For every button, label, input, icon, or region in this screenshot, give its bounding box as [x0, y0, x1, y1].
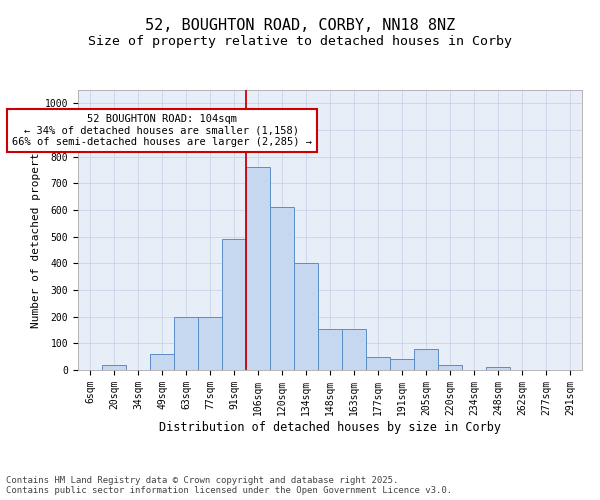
Bar — [318, 328, 342, 370]
Bar — [198, 316, 222, 370]
Bar — [294, 264, 318, 370]
Bar — [270, 208, 294, 370]
Bar — [102, 364, 126, 370]
Bar — [342, 328, 366, 370]
Bar — [222, 240, 246, 370]
Bar — [246, 168, 270, 370]
Text: 52 BOUGHTON ROAD: 104sqm
← 34% of detached houses are smaller (1,158)
66% of sem: 52 BOUGHTON ROAD: 104sqm ← 34% of detach… — [12, 114, 312, 147]
Bar — [486, 368, 510, 370]
Bar — [438, 364, 462, 370]
Bar — [414, 348, 438, 370]
Text: Size of property relative to detached houses in Corby: Size of property relative to detached ho… — [88, 35, 512, 48]
Y-axis label: Number of detached properties: Number of detached properties — [31, 132, 41, 328]
Text: Contains HM Land Registry data © Crown copyright and database right 2025.
Contai: Contains HM Land Registry data © Crown c… — [6, 476, 452, 495]
Bar — [390, 360, 414, 370]
Text: 52, BOUGHTON ROAD, CORBY, NN18 8NZ: 52, BOUGHTON ROAD, CORBY, NN18 8NZ — [145, 18, 455, 32]
Bar — [366, 356, 390, 370]
Bar — [150, 354, 174, 370]
X-axis label: Distribution of detached houses by size in Corby: Distribution of detached houses by size … — [159, 420, 501, 434]
Bar — [174, 316, 198, 370]
